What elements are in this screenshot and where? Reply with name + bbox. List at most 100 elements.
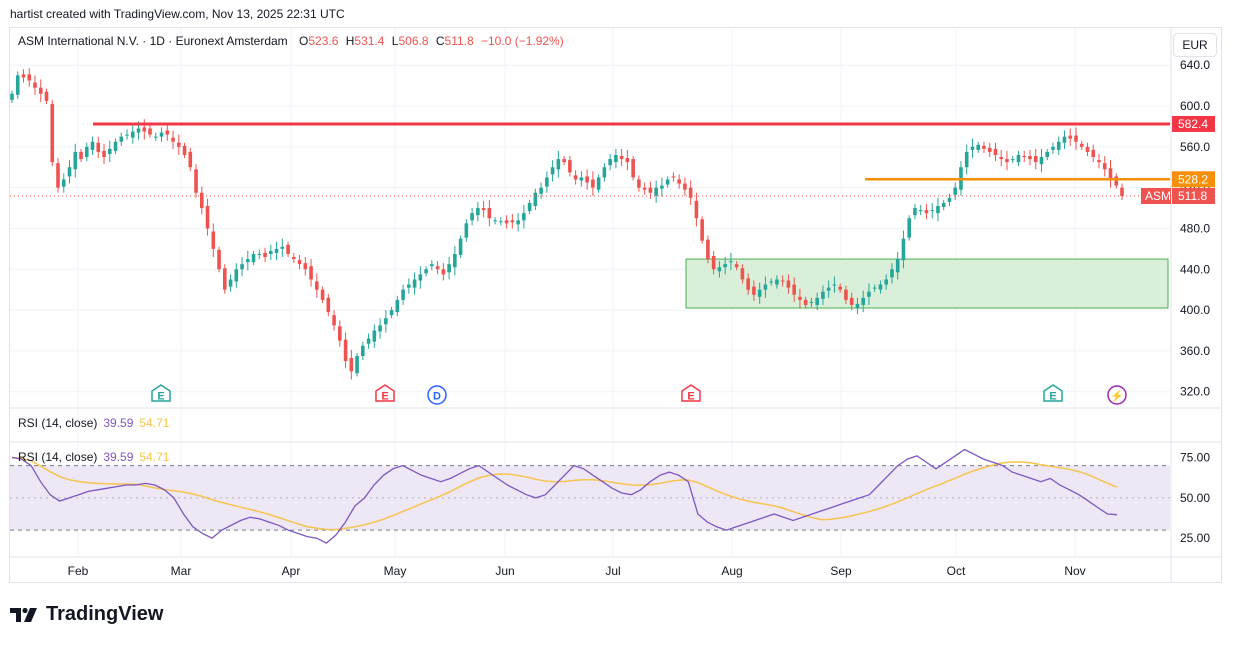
candle-body[interactable] [608,159,612,166]
candle-body[interactable] [389,310,394,316]
candle-body[interactable] [73,151,78,170]
candle-body[interactable] [1010,159,1015,161]
candle-body[interactable] [694,200,699,219]
candle-body[interactable] [194,169,198,193]
candle-body[interactable] [263,252,267,258]
rsi-line[interactable] [11,448,1118,544]
candle-body[interactable] [562,159,566,163]
candle-body[interactable] [372,330,377,342]
candle-body[interactable] [378,325,382,332]
candle-body[interactable] [159,132,164,137]
candle-body[interactable] [757,289,762,297]
candle-body[interactable] [10,93,14,100]
candle-body[interactable] [125,134,129,136]
candle-body[interactable] [338,326,342,341]
candle-body[interactable] [1039,157,1044,165]
rsi-legend-upper[interactable]: RSI (14, close) 39.59 54.71 [18,416,169,430]
candle-body[interactable] [665,179,670,185]
candle-body[interactable] [119,136,124,142]
candle-body[interactable] [130,131,135,138]
candle-body[interactable] [723,264,727,268]
candle-body[interactable] [976,144,981,150]
candle-body[interactable] [729,261,733,263]
candle-body[interactable] [56,163,60,188]
candle-body[interactable] [407,284,411,288]
candle-body[interactable] [522,213,526,221]
earnings-marker[interactable]: E [1049,391,1056,403]
candle-body[interactable] [895,259,900,273]
rsi-ma-line[interactable] [11,456,1118,531]
candle-body[interactable] [706,239,710,260]
candle-body[interactable] [246,259,250,263]
candle-body[interactable] [953,187,958,195]
candle-body[interactable] [366,338,371,344]
candle-body[interactable] [361,345,365,356]
candle-body[interactable] [510,220,515,223]
candle-body[interactable] [792,284,796,295]
candle-body[interactable] [153,136,158,138]
candle-body[interactable] [878,284,883,290]
candle-body[interactable] [315,281,319,290]
candle-body[interactable] [1091,149,1096,158]
dividend-marker-shape[interactable] [427,385,447,405]
candle-body[interactable] [1033,156,1038,163]
candle-body[interactable] [941,202,946,208]
candle-body[interactable] [861,297,865,305]
candle-body[interactable] [1056,141,1061,150]
candle-body[interactable] [251,253,256,263]
candle-body[interactable] [556,159,561,170]
candle-body[interactable] [332,315,336,326]
candle-body[interactable] [148,128,152,135]
candle-body[interactable] [303,263,308,270]
candle-body[interactable] [33,82,37,88]
candle-body[interactable] [907,218,912,238]
candle-body[interactable] [90,141,95,150]
candle-body[interactable] [217,249,221,270]
candle-body[interactable] [107,148,112,154]
candle-body[interactable] [930,210,935,212]
candle-body[interactable] [234,269,239,282]
candle-body[interactable] [1062,136,1067,143]
candle-body[interactable] [775,279,779,285]
candle-body[interactable] [579,177,584,181]
candle-body[interactable] [1120,187,1124,197]
candle-body[interactable] [240,264,244,270]
candle-body[interactable] [631,159,635,178]
candle-body[interactable] [142,127,147,132]
candle-body[interactable] [355,355,359,374]
candle-body[interactable] [838,286,842,290]
candle-body[interactable] [918,210,923,212]
candle-body[interactable] [533,192,538,207]
candle-body[interactable] [890,269,894,278]
earnings-marker[interactable]: E [381,391,388,403]
earnings-marker-shape[interactable] [375,384,395,402]
candle-body[interactable] [619,156,624,160]
candle-body[interactable] [947,197,952,202]
consolidation-zone-rect[interactable] [685,258,1169,309]
candle-body[interactable] [596,177,601,190]
candle-body[interactable] [1108,168,1113,180]
candle-body[interactable] [453,253,457,268]
candle-body[interactable] [79,151,83,160]
candle-body[interactable] [499,221,503,223]
split-marker[interactable]: ⚡ [1110,390,1124,403]
candle-body[interactable] [752,286,756,295]
candle-body[interactable] [67,167,72,177]
candle-body[interactable] [660,185,664,189]
candle-body[interactable] [734,264,739,268]
candle-body[interactable] [257,253,262,255]
candle-body[interactable] [924,210,929,214]
candle-body[interactable] [648,187,653,193]
candle-body[interactable] [50,103,55,163]
candle-body[interactable] [573,175,578,180]
candle-body[interactable] [769,281,773,283]
candle-body[interactable] [384,318,388,325]
candle-body[interactable] [84,146,89,158]
candle-body[interactable] [171,137,175,142]
candle-body[interactable] [545,177,549,187]
earnings-marker-shape[interactable] [151,384,171,402]
candle-body[interactable] [936,206,940,214]
candle-body[interactable] [228,279,233,287]
candle-body[interactable] [274,248,279,253]
candle-body[interactable] [786,280,791,288]
